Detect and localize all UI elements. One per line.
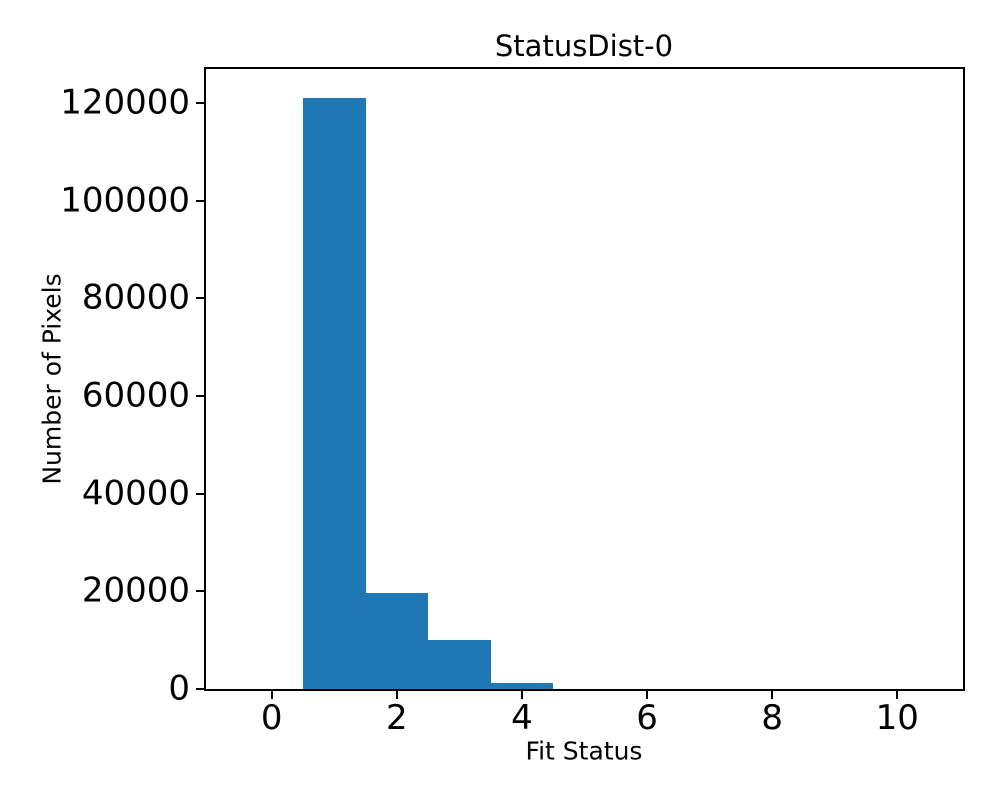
y-tick-mark — [196, 590, 204, 593]
y-tick-label: 100000 — [60, 180, 190, 221]
y-tick-mark — [196, 199, 204, 202]
y-tick-label: 20000 — [81, 570, 190, 611]
y-tick-mark — [196, 102, 204, 105]
histogram-bar — [490, 682, 554, 689]
x-tick-mark — [520, 691, 523, 699]
x-axis-label: Fit Status — [525, 736, 643, 766]
chart-title: StatusDist-0 — [494, 29, 674, 63]
y-tick-label: 80000 — [81, 277, 190, 318]
x-tick-label: 10 — [875, 698, 919, 738]
histogram-bar — [365, 592, 429, 689]
y-tick-label: 40000 — [81, 473, 190, 514]
x-tick-mark — [771, 691, 774, 699]
x-tick-label: 6 — [636, 698, 658, 738]
plot-area — [196, 67, 965, 699]
y-tick-label: 0 — [168, 668, 190, 709]
x-tick-mark — [646, 691, 649, 699]
x-tick-label: 8 — [761, 698, 783, 738]
x-tick-mark — [270, 691, 273, 699]
x-tick-label: 2 — [385, 698, 408, 738]
y-tick-mark — [196, 395, 204, 398]
histogram-bar — [302, 98, 366, 689]
x-tick-mark — [896, 691, 899, 699]
x-tick-label: 0 — [260, 698, 283, 738]
y-tick-mark — [196, 688, 204, 690]
x-tick-label: 4 — [511, 698, 533, 738]
y-tick-label: 120000 — [60, 82, 190, 123]
y-tick-mark — [196, 492, 204, 495]
x-tick-mark — [395, 691, 398, 699]
histogram-bar — [428, 640, 491, 689]
y-tick-mark — [196, 297, 204, 300]
y-tick-label: 60000 — [81, 375, 190, 416]
